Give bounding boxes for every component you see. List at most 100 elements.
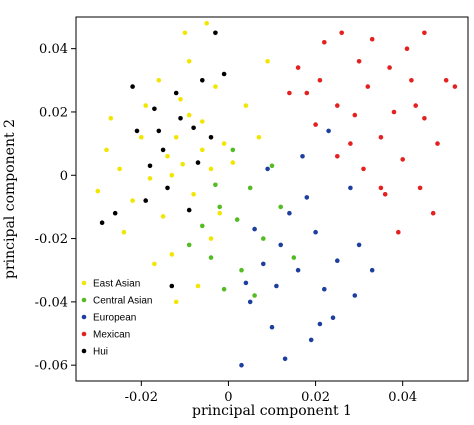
data-point [186, 207, 192, 213]
data-point [213, 84, 218, 89]
data-point [269, 163, 275, 169]
data-point [396, 229, 401, 235]
data-point [169, 283, 175, 289]
data-point [369, 267, 375, 273]
data-point [230, 147, 236, 153]
data-point [239, 362, 244, 368]
data-point [173, 90, 179, 96]
data-point [104, 147, 109, 153]
data-point [152, 261, 157, 267]
data-point [378, 135, 384, 140]
data-point [313, 122, 318, 127]
data-point [230, 160, 236, 165]
data-point [322, 40, 327, 45]
data-point [261, 236, 266, 241]
data-point [186, 112, 192, 118]
data-point [400, 157, 406, 162]
data-point [274, 283, 279, 289]
data-point [191, 192, 196, 197]
data-point [95, 188, 101, 194]
data-point [112, 210, 118, 216]
x-axis-title: principal component 1 [192, 403, 352, 419]
legend-label: East Asian [93, 279, 140, 290]
legend-marker [81, 348, 87, 354]
data-point [204, 21, 209, 26]
data-point [221, 71, 227, 77]
data-point [134, 128, 140, 134]
legend-marker [81, 314, 87, 320]
data-point [160, 147, 166, 153]
data-point [335, 258, 340, 264]
data-point [261, 261, 266, 267]
data-point [295, 65, 301, 70]
data-point [391, 109, 397, 115]
y-tick-label: 0.04 [39, 42, 68, 57]
data-point [208, 236, 214, 241]
data-point [169, 252, 175, 257]
data-point [361, 166, 366, 172]
data-point [217, 204, 222, 210]
data-point [265, 166, 270, 172]
data-point [252, 293, 257, 298]
data-point [160, 214, 166, 219]
data-point [200, 223, 205, 229]
data-point [422, 30, 427, 36]
data-point [339, 30, 345, 36]
legend: East Asian Central Asian European Mexican Hu… [81, 279, 152, 358]
data-point [369, 36, 375, 42]
data-point [200, 119, 205, 124]
series-european [239, 128, 375, 368]
data-point [378, 185, 384, 191]
data-point [382, 192, 388, 197]
y-tick-label: -0.06 [35, 359, 68, 374]
data-point [178, 116, 183, 121]
data-point [213, 30, 218, 36]
data-point [409, 78, 414, 83]
data-point [304, 195, 310, 200]
data-point [180, 161, 185, 167]
data-point [130, 198, 135, 203]
legend-marker [81, 280, 87, 286]
data-point [317, 321, 323, 327]
data-point [186, 59, 192, 64]
data-point [348, 185, 353, 191]
data-point [147, 176, 153, 181]
data-point [422, 116, 427, 121]
x-tick-label: 0.04 [388, 390, 417, 405]
data-point [121, 229, 127, 235]
data-point [191, 125, 196, 131]
series-hui [99, 30, 227, 289]
data-point [256, 135, 262, 140]
points-layer [95, 21, 458, 368]
y-tick-label: -0.02 [35, 232, 68, 247]
data-point [208, 255, 214, 260]
data-point [313, 229, 318, 235]
data-point [165, 185, 170, 191]
x-tick-label: -0.02 [125, 390, 158, 405]
data-point [243, 103, 249, 108]
legend-label: Hui [93, 347, 108, 358]
data-point [178, 97, 183, 102]
y-axis-title: principal component 2 [2, 119, 18, 279]
data-point [152, 106, 157, 112]
data-point [234, 217, 240, 222]
data-point [182, 30, 188, 36]
y-axis: -0.06 -0.04 -0.02 0 0.02 0.04 [35, 42, 76, 374]
data-point [335, 154, 340, 159]
data-point [221, 141, 227, 146]
data-point [200, 147, 205, 153]
data-point [243, 280, 249, 286]
data-point [443, 78, 449, 83]
data-point [143, 103, 148, 108]
data-point [430, 210, 436, 216]
data-point [208, 166, 214, 172]
y-tick-label: 0.02 [39, 105, 68, 120]
series-mexican [287, 30, 458, 235]
data-point [186, 242, 192, 248]
data-point [265, 59, 270, 64]
data-point [208, 135, 214, 140]
data-point [195, 160, 201, 165]
data-point [300, 154, 305, 159]
data-point [165, 154, 170, 159]
